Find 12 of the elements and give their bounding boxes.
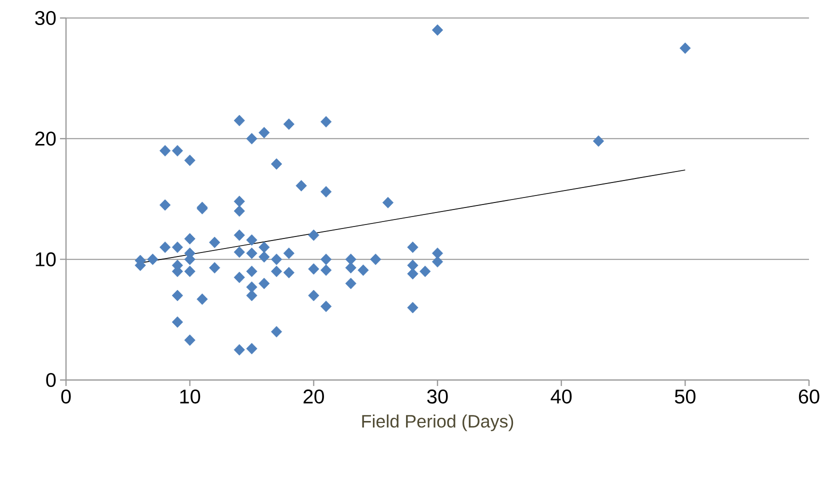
y-tick-label: 10 bbox=[36, 252, 56, 266]
x-axis-title: Field Period (Days) bbox=[362, 414, 514, 432]
x-tick-label: 20 bbox=[304, 390, 324, 404]
x-tick-label: 40 bbox=[550, 390, 572, 404]
x-tick-label: 60 bbox=[798, 390, 820, 404]
x-tick-label: 10 bbox=[180, 390, 200, 404]
x-tick-label: 50 bbox=[674, 390, 696, 404]
x-tick-label: 30 bbox=[427, 390, 448, 404]
y-tick-label: 20 bbox=[35, 132, 56, 146]
x-tick-label: 0 bbox=[61, 390, 71, 404]
y-tick-label: 0 bbox=[46, 372, 56, 388]
y-tick-label: 30 bbox=[35, 10, 56, 26]
